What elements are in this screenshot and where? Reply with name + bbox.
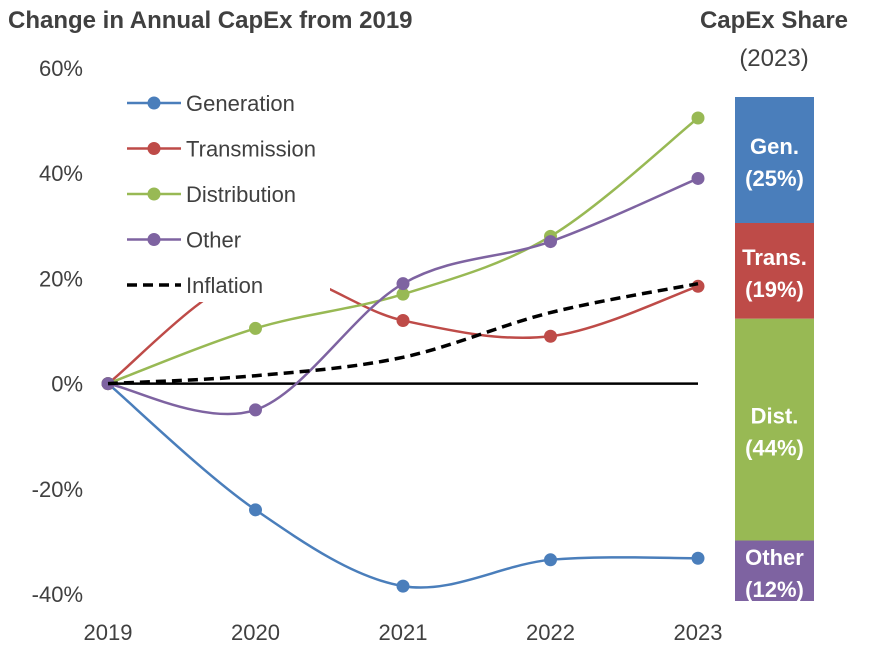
legend-marker-generation bbox=[147, 96, 161, 110]
data-point-distribution bbox=[396, 287, 410, 301]
data-point-other bbox=[249, 403, 262, 417]
share-label-other: Other bbox=[745, 545, 804, 570]
data-point-distribution bbox=[249, 321, 262, 335]
x-tick-label: 2019 bbox=[84, 620, 133, 645]
y-tick-label: -40% bbox=[32, 582, 83, 607]
share-segment-other bbox=[735, 540, 814, 601]
x-tick-label: 2022 bbox=[526, 620, 575, 645]
series-layer bbox=[101, 111, 705, 593]
line-chart-title: Change in Annual CapEx from 2019 bbox=[8, 7, 413, 34]
share-label-dist: Dist. bbox=[751, 404, 799, 429]
legend-label-transmission: Transmission bbox=[186, 137, 316, 162]
share-segment-dist bbox=[735, 318, 814, 541]
y-axis: 60% 40% 20% 0% -20% -40% bbox=[32, 56, 83, 607]
data-point-other bbox=[396, 277, 410, 291]
series-inflation bbox=[107, 281, 699, 386]
data-point-transmission bbox=[396, 313, 410, 327]
data-point-generation bbox=[544, 553, 557, 567]
y-tick-label: 20% bbox=[39, 266, 83, 291]
share-chart-subtitle: (2023) bbox=[739, 45, 808, 72]
share-value-dist: (44%) bbox=[745, 436, 804, 461]
data-point-other bbox=[691, 171, 705, 185]
data-point-generation bbox=[396, 579, 410, 593]
legend-label-inflation: Inflation bbox=[186, 273, 263, 298]
data-point-other bbox=[544, 235, 557, 249]
y-tick-label: 0% bbox=[51, 372, 83, 397]
legend-marker-other bbox=[147, 233, 161, 246]
share-stacked-bar: Gen. (25%) Trans. (19%) Dist. (44%) Other (12%) bbox=[735, 97, 814, 602]
x-tick-label: 2021 bbox=[379, 620, 428, 645]
data-point-distribution bbox=[691, 111, 705, 125]
series-line-inflation bbox=[107, 281, 699, 386]
legend-label-distribution: Distribution bbox=[186, 182, 296, 207]
x-tick-label: 2023 bbox=[674, 620, 723, 645]
legend-label-generation: Generation bbox=[186, 91, 295, 116]
data-point-generation bbox=[691, 551, 705, 565]
x-tick-label: 2020 bbox=[231, 620, 280, 645]
share-value-other: (12%) bbox=[745, 577, 804, 602]
y-tick-label: 40% bbox=[39, 161, 83, 186]
legend-marker-distribution bbox=[147, 187, 161, 201]
y-tick-label: -20% bbox=[32, 477, 83, 502]
x-axis: 2019 2020 2021 2022 2023 bbox=[84, 620, 723, 645]
share-segment-gen bbox=[735, 97, 814, 223]
series-line-generation bbox=[107, 382, 699, 589]
legend-marker-transmission bbox=[147, 142, 161, 155]
share-chart-title: CapEx Share bbox=[700, 7, 848, 34]
y-tick-label: 60% bbox=[39, 56, 83, 81]
legend: Generation Transmission Distribution Other I… bbox=[118, 84, 330, 302]
share-label-gen: Gen. bbox=[750, 134, 799, 159]
legend-label-other: Other bbox=[186, 228, 241, 253]
share-label-trans: Trans. bbox=[742, 245, 807, 270]
share-segment-trans bbox=[735, 223, 814, 319]
data-point-transmission bbox=[544, 329, 557, 343]
share-value-trans: (19%) bbox=[745, 277, 804, 302]
data-point-generation bbox=[249, 503, 262, 517]
share-value-gen: (25%) bbox=[745, 166, 804, 191]
